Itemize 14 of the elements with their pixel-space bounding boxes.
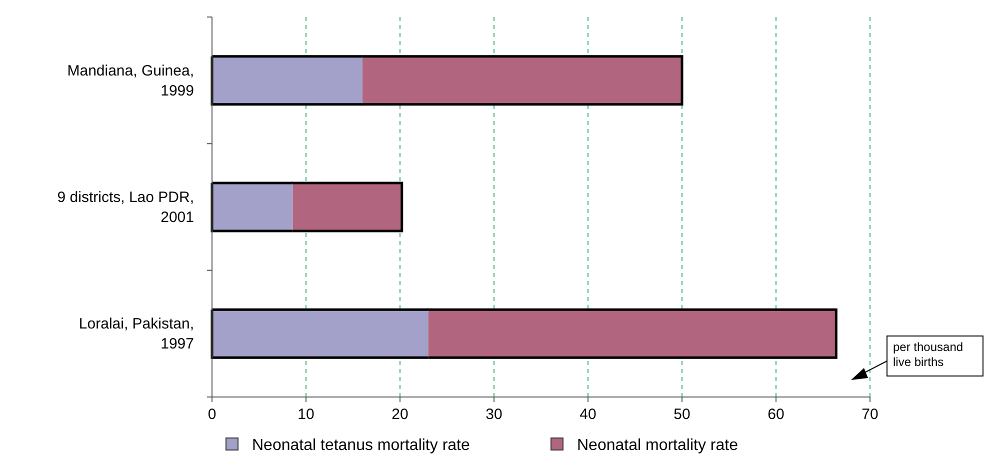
y-tick-label: Loralai, Pakistan, 1997 [78,316,194,353]
text: per thousand live births [893,340,964,369]
x-tick-label: 50 [674,406,690,423]
x-tick-label: 40 [580,406,596,423]
x-tick-label: 0 [208,406,216,423]
y-tick-label: Mandiana, Guinea, 1999 [67,62,194,100]
y-tick-label: 9 districts, Lao PDR, 2001 [57,189,194,226]
x-tick-label: 10 [298,406,314,423]
x-tick-label: 70 [862,406,878,423]
x-tick-label: 30 [486,406,502,423]
x-tick-label: 60 [768,406,784,423]
x-tick-label: 20 [392,406,408,423]
legend-label: Neonatal mortality rate [577,437,738,454]
legend-label: Neonatal tetanus mortality rate [252,437,470,454]
